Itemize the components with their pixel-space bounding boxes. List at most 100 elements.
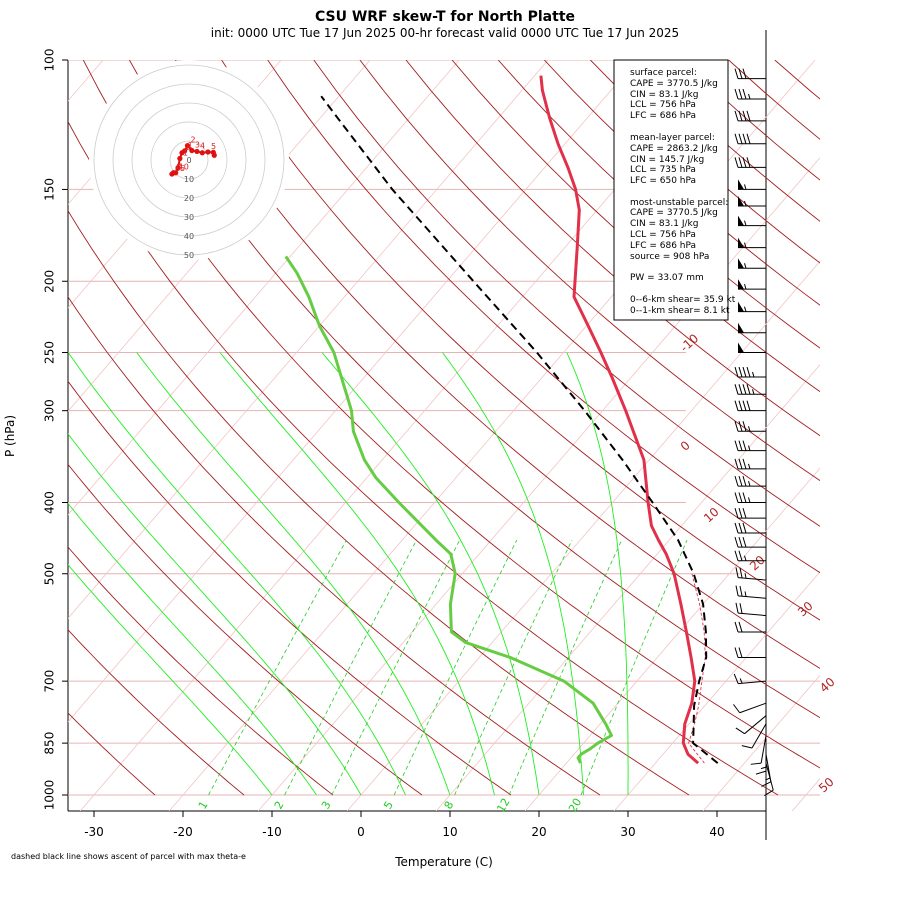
barb-pennant: [738, 196, 744, 207]
chart-title: CSU WRF skew-T for North Platte: [315, 9, 575, 25]
dry-adiabat: [68, 380, 512, 796]
barb-feather: [734, 68, 739, 79]
info-surface-header: surface parcel:: [630, 68, 697, 78]
temperature-tick-label: -20: [173, 825, 193, 839]
hodograph-point: [205, 149, 211, 155]
info-mu-lcl: LCL = 756 hPa: [630, 230, 696, 240]
info-mu-source: source = 908 hPa: [630, 252, 709, 262]
pressure-tick-label: 250: [43, 341, 57, 364]
isotherm-label: 50: [816, 775, 837, 796]
barb-feather: [746, 366, 751, 378]
barb-half-feather: [744, 263, 747, 269]
barb-feather: [738, 458, 743, 470]
hodograph-ring: [112, 83, 266, 237]
info-shear-06: 0--6-km shear= 35.9 kt: [630, 295, 736, 305]
barb-pennant: [738, 215, 744, 226]
barb-pennant: [738, 301, 744, 312]
barb-feather: [734, 507, 739, 519]
dry-adiabat: [405, 60, 820, 437]
barb-feather: [742, 88, 747, 100]
hodograph-point: [175, 165, 181, 171]
hodograph-point-label: 10: [179, 163, 189, 172]
barb-half-feather: [744, 306, 747, 312]
barb-feather: [742, 421, 747, 432]
barb-feather: [735, 567, 739, 578]
hodograph-point: [194, 148, 200, 155]
barb-feather: [742, 384, 747, 395]
dry-adiabat: [68, 209, 690, 796]
info-ml-lfc: LFC = 650 hPa: [630, 176, 696, 186]
moist-adiabat: [68, 502, 317, 796]
barb-staff: [739, 702, 767, 714]
barb-feather: [734, 550, 739, 561]
barb-feather: [738, 621, 743, 633]
isotherm-grid-line: [257, 157, 820, 811]
wind-barb: [734, 507, 766, 519]
profiles: [284, 75, 719, 765]
isotherm-grid-line: [68, 60, 549, 619]
barb-feather: [735, 585, 739, 596]
temperature-tick-label: 10: [442, 825, 457, 839]
isotherm-label: 40: [817, 675, 838, 696]
barb-feather: [746, 400, 751, 411]
barb-staff: [738, 680, 767, 685]
barb-feather: [742, 507, 747, 519]
barb-staff: [738, 577, 767, 581]
barb-half-feather: [744, 184, 747, 190]
barb-half-feather: [748, 497, 751, 503]
barb-feather: [742, 133, 747, 144]
barb-feather: [746, 384, 751, 395]
barb-feather: [735, 727, 745, 735]
mixing-ratio-line: [508, 539, 623, 796]
temperature-tick-label: -10: [262, 825, 282, 839]
wind-barb: [734, 133, 766, 145]
hodograph-ring-label: 10: [184, 175, 194, 184]
isotherm-label: 0: [678, 438, 693, 454]
barb-half-feather: [744, 591, 747, 597]
barb-pennant: [738, 279, 744, 290]
wind-barb: [738, 322, 766, 334]
isotherm-label: 20: [747, 553, 768, 574]
x-axis-title: Temperature (C): [394, 855, 493, 869]
moist-adiabat: [219, 352, 495, 796]
hodograph-point-label: 8: [176, 163, 181, 172]
barb-feather: [738, 366, 743, 378]
wind-barb: [733, 673, 767, 685]
barb-half-feather: [744, 242, 747, 248]
hodograph-point-label: 2: [190, 136, 195, 145]
barb-feather: [733, 704, 741, 714]
barb-feather: [739, 603, 743, 614]
barb-feather: [738, 400, 743, 411]
mixing-ratio-line: [580, 539, 688, 796]
barb-feather: [742, 157, 747, 168]
wind-barb: [734, 492, 766, 504]
hodograph-point: [173, 170, 179, 176]
moist-adiabat: [68, 352, 406, 796]
barb-feather: [734, 492, 739, 503]
barb-pennant: [738, 258, 744, 269]
moist-adiabat: [442, 352, 584, 796]
y-axis-title: P (hPa): [3, 415, 17, 457]
barb-half-feather: [760, 766, 767, 770]
hodograph-point-label: 4: [200, 141, 205, 150]
barb-feather: [734, 440, 739, 451]
hodograph-point-label: 5: [211, 142, 216, 151]
barb-staff: [760, 735, 767, 764]
barb-pennant: [738, 179, 744, 190]
wind-barb: [734, 384, 766, 395]
wind-barb: [735, 585, 767, 599]
wind-barb: [734, 522, 766, 534]
barb-feather: [734, 133, 739, 144]
info-box-frame: [613, 59, 729, 321]
info-surface-cin: CIN = 83.1 J/kg: [630, 90, 698, 100]
wind-barb: [734, 157, 766, 168]
barb-feather: [734, 522, 739, 534]
barb-half-feather: [748, 426, 751, 432]
info-pw: PW = 33.07 mm: [630, 273, 704, 283]
hodograph-ring-label: 50: [184, 251, 194, 260]
dry-adiabat: [68, 296, 601, 796]
info-mu-cape: CAPE = 3770.5 J/kg: [630, 208, 718, 218]
barb-half-feather: [744, 283, 747, 290]
barb-feather: [738, 157, 743, 168]
barb-feather: [734, 475, 739, 487]
